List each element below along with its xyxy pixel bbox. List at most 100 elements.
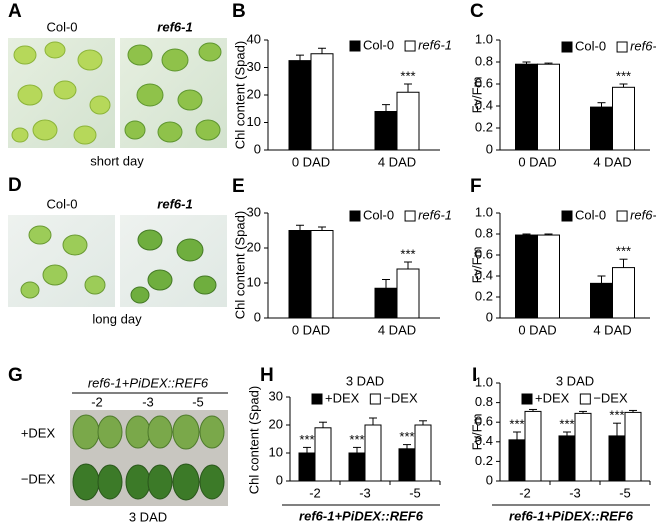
- bar: [537, 63, 560, 151]
- y-axis-label: Chl content (Spad): [246, 386, 261, 494]
- y-tick-label: 40: [247, 31, 261, 46]
- bar: [288, 230, 312, 319]
- y-tick-label: 0: [254, 309, 261, 324]
- y-tick-label: 20: [269, 416, 283, 431]
- x-tick-label: -3: [359, 485, 371, 500]
- x-tick-label: -5: [619, 485, 631, 500]
- significance-label: ***: [349, 432, 364, 447]
- photo-column: ref6-1: [157, 196, 192, 211]
- photo-column: -3: [142, 394, 154, 409]
- y-tick-label: 0.4: [475, 433, 493, 448]
- photo: [8, 215, 227, 307]
- x-axis-label: ref6-1+PiDEX::REF6: [509, 508, 634, 523]
- significance-label: ***: [609, 408, 624, 423]
- legend-swatch: [579, 393, 591, 405]
- photo-row: +DEX: [21, 425, 56, 440]
- x-tick-label: 0 DAD: [518, 154, 556, 169]
- panel-label: D: [8, 175, 22, 196]
- photo-row: −DEX: [21, 471, 56, 486]
- legend-swatch: [616, 210, 628, 222]
- y-axis-label: Chl content (Spad): [232, 41, 247, 149]
- bar: [364, 424, 382, 482]
- y-tick-label: 0.6: [475, 246, 493, 261]
- bar: [612, 86, 635, 151]
- legend-label: +DEX: [325, 390, 360, 405]
- legend-swatch: [369, 393, 381, 405]
- legend-swatch: [561, 41, 573, 53]
- y-tick-label: 0.6: [475, 75, 493, 90]
- legend-label: Col-0: [575, 38, 606, 53]
- bar: [590, 106, 613, 151]
- x-tick-label: -2: [519, 485, 531, 500]
- legend-swatch: [561, 210, 573, 222]
- photo-column: Col-0: [46, 196, 77, 211]
- y-tick-label: 1.0: [475, 204, 493, 219]
- significance-label: ***: [400, 68, 415, 83]
- x-tick-label: 4 DAD: [593, 322, 631, 337]
- y-tick-label: 20: [247, 239, 261, 254]
- x-tick-label: 4 DAD: [378, 154, 416, 169]
- y-tick-label: 10: [269, 444, 283, 459]
- legend-swatch: [616, 41, 628, 53]
- significance-label: ***: [509, 416, 524, 431]
- photo-column: -2: [91, 394, 103, 409]
- bar: [374, 287, 398, 319]
- bar: [348, 452, 366, 482]
- y-tick-label: 0.8: [475, 394, 493, 409]
- bar: [310, 230, 334, 319]
- y-axis-label: Chl content (Spad): [232, 211, 247, 319]
- y-tick-label: 0.8: [475, 53, 493, 68]
- legend-label: ref6-1: [418, 207, 452, 222]
- legend-swatch: [521, 393, 533, 405]
- legend-label: ref6-1: [630, 38, 656, 53]
- y-tick-label: 0.6: [475, 414, 493, 429]
- photo-column: Col-0: [46, 19, 77, 34]
- y-tick-label: 10: [247, 114, 261, 129]
- y-tick-label: 10: [247, 274, 261, 289]
- bar: [314, 427, 332, 482]
- y-tick-label: 0.4: [475, 97, 493, 112]
- y-tick-label: 0.2: [475, 288, 493, 303]
- legend-label: Col-0: [575, 207, 606, 222]
- significance-label: ***: [400, 246, 415, 261]
- bar: [624, 411, 642, 482]
- photo-caption: 3 DAD: [129, 509, 167, 524]
- significance-label: ***: [559, 416, 574, 431]
- photo-caption: short day: [90, 153, 144, 168]
- y-tick-label: 0: [254, 141, 261, 156]
- legend-swatch: [349, 210, 361, 222]
- panel-label: A: [8, 1, 22, 22]
- panel-label: B: [232, 1, 246, 22]
- panel-label: C: [470, 1, 484, 22]
- panel-label: F: [470, 176, 482, 197]
- legend-swatch: [404, 210, 416, 222]
- significance-label: ***: [399, 429, 414, 444]
- y-tick-label: 0.2: [475, 119, 493, 134]
- y-tick-label: 30: [247, 59, 261, 74]
- legend-label: +DEX: [535, 390, 570, 405]
- y-tick-label: 20: [247, 86, 261, 101]
- y-tick-label: 0: [486, 309, 493, 324]
- x-axis-label: ref6-1+PiDEX::REF6: [299, 508, 424, 523]
- y-tick-label: 0.8: [475, 225, 493, 240]
- x-tick-label: -3: [569, 485, 581, 500]
- bar: [298, 452, 316, 482]
- chart-title: 3 DAD: [556, 373, 594, 388]
- bar: [537, 234, 560, 319]
- bar: [374, 111, 398, 151]
- x-tick-label: 0 DAD: [292, 154, 330, 169]
- y-axis-label: Fv/Fm: [469, 247, 484, 284]
- x-tick-label: 0 DAD: [518, 322, 556, 337]
- bar: [515, 63, 538, 151]
- bar: [574, 412, 592, 482]
- photo: [70, 410, 228, 506]
- bar: [414, 424, 432, 482]
- x-tick-label: -5: [409, 485, 421, 500]
- photo-column: ref6-1: [157, 19, 192, 34]
- chart-title: 3 DAD: [346, 373, 384, 388]
- y-tick-label: 30: [269, 388, 283, 403]
- y-tick-label: 30: [247, 204, 261, 219]
- y-axis-label: Fv/Fm: [469, 77, 484, 114]
- panel-label: E: [232, 176, 245, 197]
- bar: [558, 435, 576, 482]
